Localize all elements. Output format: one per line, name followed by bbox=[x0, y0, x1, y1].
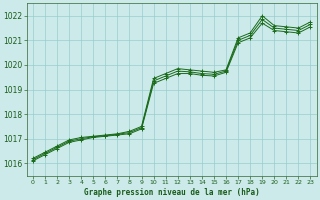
X-axis label: Graphe pression niveau de la mer (hPa): Graphe pression niveau de la mer (hPa) bbox=[84, 188, 260, 197]
